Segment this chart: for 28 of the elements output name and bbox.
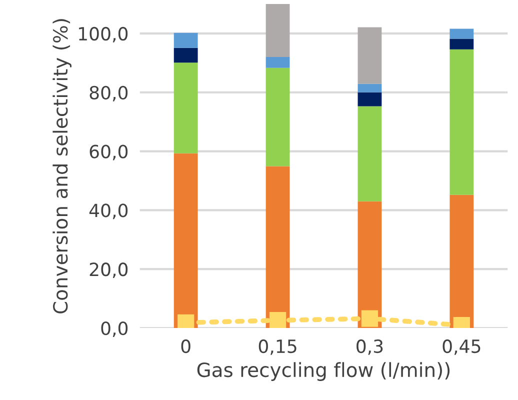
y-tick-label: 20,0 xyxy=(90,262,128,278)
bar xyxy=(358,92,382,106)
x-axis-title: Gas recycling flow (l/min)) xyxy=(197,362,450,381)
y-tick-label: 40,0 xyxy=(89,204,128,220)
y-tick-label: 0,0 xyxy=(101,321,128,337)
bar xyxy=(450,194,474,328)
x-tick-label: 0,45 xyxy=(442,339,480,355)
x-tick-label: 0 xyxy=(181,339,190,354)
bar xyxy=(266,4,290,58)
bar xyxy=(174,48,198,63)
bar xyxy=(450,49,474,195)
bar xyxy=(174,153,198,328)
bar xyxy=(358,27,382,84)
y-tick-label: 60,0 xyxy=(90,144,128,160)
bar xyxy=(450,38,474,50)
bar xyxy=(174,62,198,154)
y-tick-label: 100,0 xyxy=(79,26,128,42)
x-tick-label: 0,3 xyxy=(356,339,383,355)
y-axis-title: Conversion and selectivity (%) xyxy=(52,19,72,314)
bar xyxy=(266,57,290,68)
y-tick-label: 80,0 xyxy=(90,86,128,102)
bar xyxy=(174,32,198,48)
bar xyxy=(266,166,290,328)
bar xyxy=(358,106,382,202)
bar xyxy=(358,84,382,92)
x-tick-label: 0,15 xyxy=(258,339,296,355)
bar xyxy=(266,68,290,166)
bar xyxy=(450,28,474,39)
